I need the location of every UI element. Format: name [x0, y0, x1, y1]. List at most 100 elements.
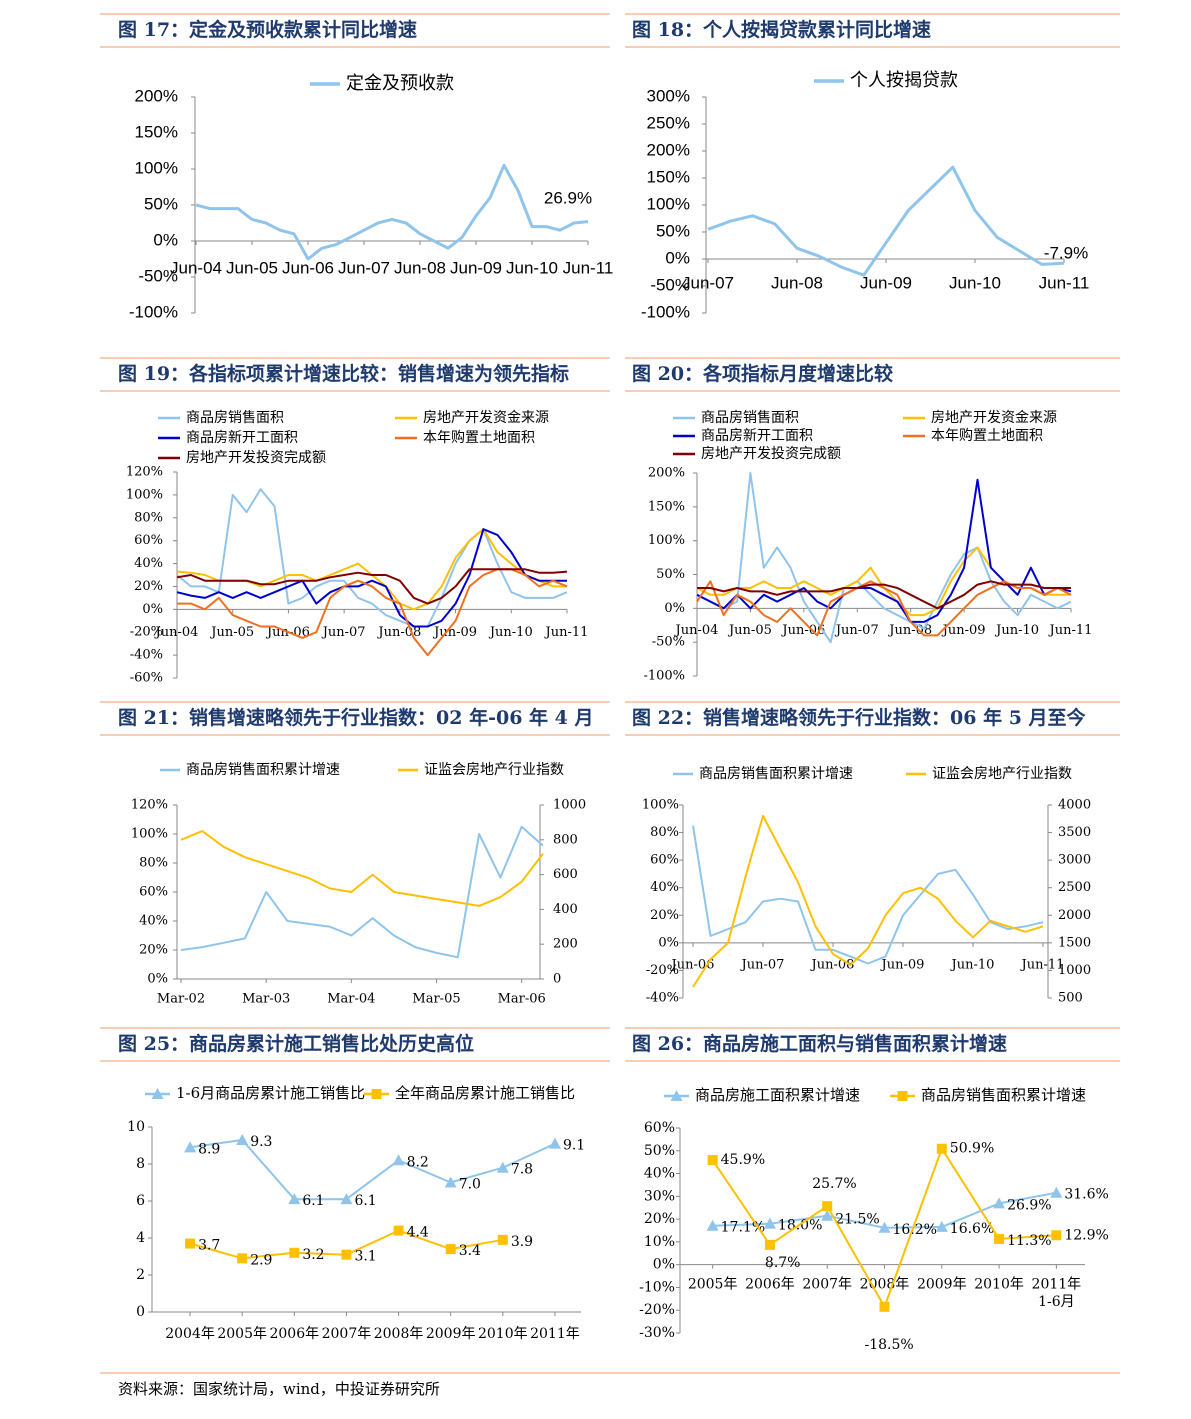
y-tick-label: -50% [650, 275, 690, 294]
data-label: 25.7% [812, 1176, 856, 1192]
y2-tick-label: 2000 [1058, 908, 1091, 923]
marker [184, 1141, 197, 1153]
x-tick-label: 2011年 1-6月 [1032, 1277, 1082, 1311]
y2-tick-label: 1000 [1058, 963, 1091, 978]
series-line [195, 163, 589, 261]
marker [1051, 1230, 1062, 1241]
x-tick-label: Jun-05 [226, 258, 278, 277]
series-line [180, 830, 544, 907]
y-tick-label: 50% [644, 1143, 675, 1159]
marker [288, 1193, 301, 1205]
marker [237, 1253, 248, 1264]
y-tick-label: 40% [644, 1166, 675, 1182]
data-label: 8.9 [198, 1141, 220, 1157]
x-tick-label: Mar-06 [498, 992, 546, 1007]
y-tick-label: 150% [135, 122, 178, 141]
data-label: 4.4 [407, 1225, 429, 1241]
x-tick-label: 2005年 [688, 1277, 738, 1293]
data-label: 16.6% [950, 1221, 994, 1237]
y-tick-label: 250% [647, 113, 690, 132]
y-tick-label: 60% [139, 885, 168, 900]
y-tick-label: 80% [650, 825, 679, 840]
y2-tick-label: 3500 [1058, 825, 1091, 840]
y-tick-label: -40% [130, 648, 163, 663]
data-label: -18.5% [865, 1337, 914, 1353]
x-tick-label: Mar-02 [157, 992, 205, 1007]
series-line [176, 488, 568, 628]
y-tick-label: 2 [136, 1267, 145, 1283]
y-tick-label: 100% [642, 798, 679, 813]
data-label: 7.0 [459, 1177, 481, 1193]
series-line [176, 528, 567, 628]
y-tick-label: 40% [139, 914, 168, 929]
legend-label: 证监会房地产行业指数 [424, 762, 564, 778]
marker [236, 1133, 249, 1145]
y-tick-label: 40% [134, 556, 163, 571]
y-tick-label: 50% [144, 194, 178, 213]
chart-title: 图 18：个人按揭贷款累计同比增速 [632, 18, 931, 41]
marker [497, 1234, 508, 1245]
chart: 图 21：销售增速略领先于行业指数：02 年-06 年 4 月 0% 20% 40% 6… [118, 706, 594, 1007]
y-tick-label: -30% [639, 1325, 675, 1341]
chart-title: 图 21：销售增速略领先于行业指数：02 年-06 年 4 月 [118, 706, 594, 729]
y-tick-label: 20% [650, 908, 679, 923]
y-tick-label: -100% [129, 302, 178, 321]
annotation: 26.9% [544, 188, 592, 207]
x-tick-label: Jun-09 [450, 258, 502, 277]
x-tick-label: Jun-10 [950, 957, 995, 972]
chart: 图 17：定金及预收款累计同比增速 -100% -50% 0% 50% 100% 150% 2… [118, 18, 613, 321]
marker [897, 1091, 908, 1101]
y-tick-label: 0 [136, 1304, 145, 1320]
chart: 图 22：销售增速略领先于行业指数：06 年 5 月至今 -40% -20% 0% 20… [632, 706, 1091, 1006]
x-tick-label: 2009年 [917, 1277, 967, 1293]
y2-tick-label: 3000 [1058, 853, 1091, 868]
x-tick-label: Jun-09 [860, 273, 912, 292]
rules [100, 13, 1120, 1374]
y2-tick-label: 1000 [553, 798, 586, 813]
legend-label: 房地产开发资金来源 [931, 410, 1057, 426]
data-label: 21.5% [835, 1212, 879, 1228]
x-tick-label: Jun-05 [727, 623, 772, 638]
data-label: 3.9 [511, 1234, 533, 1250]
chart: 图 18：个人按揭贷款累计同比增速 -100% -50% 0% 50% 100% 150% 2… [632, 18, 1089, 321]
x-tick-label: Jun-09 [880, 957, 925, 972]
y2-tick-label: 2500 [1058, 880, 1091, 895]
y-tick-label: 50% [656, 567, 685, 582]
y-tick-label: 120% [126, 465, 163, 480]
x-tick-label: Jun-07 [834, 623, 879, 638]
x-tick-label: Jun-05 [209, 625, 254, 640]
x-tick-label: Jun-07 [682, 273, 734, 292]
legend-label: 商品房销售面积 [701, 410, 799, 426]
y-tick-label: 100% [647, 194, 690, 213]
y-tick-label: 0% [142, 602, 163, 617]
y-tick-label: 100% [135, 158, 178, 177]
x-tick-label: Jun-11 [1039, 273, 1090, 292]
y-tick-label: 60% [644, 1120, 675, 1136]
chart-title: 图 19：各指标项累计增速比较：销售增速为领先指标 [118, 362, 569, 385]
legend-label: 商品房销售面积累计增速 [921, 1086, 1086, 1104]
series-line [697, 580, 1071, 610]
y2-tick-label: 0 [553, 972, 561, 987]
y-tick-label: 300% [647, 86, 690, 105]
series-line [180, 825, 544, 959]
legend-label: 全年商品房累计施工销售比 [395, 1084, 575, 1102]
series-line [696, 580, 1072, 637]
legend-label: 商品房新开工面积 [186, 430, 298, 446]
data-label: 18.0% [778, 1218, 822, 1234]
x-tick-label: Jun-09 [432, 625, 477, 640]
y-tick-label: 40% [650, 880, 679, 895]
y-tick-label: 60% [134, 533, 163, 548]
y-tick-label: 200% [135, 86, 178, 105]
legend-label: 房地产开发资金来源 [423, 410, 549, 426]
marker [496, 1161, 509, 1173]
y2-tick-label: 800 [553, 832, 578, 847]
x-tick-label: 2007年 [322, 1326, 372, 1342]
x-tick-label: Jun-06 [780, 623, 825, 638]
marker [707, 1155, 718, 1166]
y2-tick-label: 500 [1058, 991, 1083, 1006]
y-tick-label: 0% [653, 1257, 675, 1273]
marker [289, 1247, 300, 1258]
x-tick-label: Jun-04 [170, 258, 222, 277]
y-tick-label: -40% [646, 991, 679, 1006]
y-tick-label: 150% [648, 499, 685, 514]
